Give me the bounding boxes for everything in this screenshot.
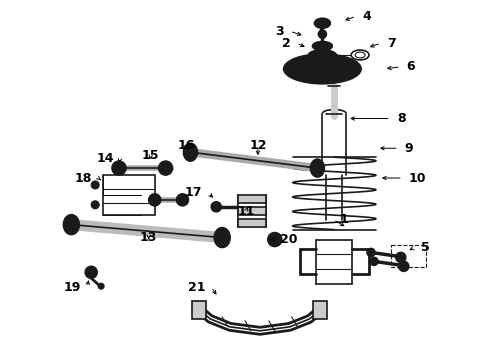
Bar: [391, 246, 426, 267]
Circle shape: [149, 194, 161, 206]
Bar: [238, 195, 266, 203]
Text: 4: 4: [362, 10, 371, 23]
Circle shape: [188, 149, 194, 155]
Bar: [193, 301, 206, 319]
Text: 9: 9: [405, 142, 414, 155]
Text: 20: 20: [280, 233, 297, 246]
Ellipse shape: [293, 59, 352, 79]
Circle shape: [337, 56, 343, 62]
Text: 10: 10: [409, 171, 426, 185]
Text: 17: 17: [185, 186, 202, 199]
Circle shape: [91, 181, 99, 189]
Ellipse shape: [314, 52, 331, 58]
Text: 18: 18: [75, 171, 92, 185]
Circle shape: [347, 64, 353, 70]
Ellipse shape: [218, 233, 226, 243]
Text: 14: 14: [97, 152, 114, 165]
Bar: [238, 219, 266, 227]
Circle shape: [116, 165, 122, 171]
Text: 21: 21: [188, 281, 205, 294]
Text: 19: 19: [64, 281, 81, 294]
Ellipse shape: [187, 147, 194, 157]
Text: 12: 12: [249, 139, 267, 152]
Circle shape: [301, 56, 308, 62]
Bar: [238, 207, 266, 215]
Ellipse shape: [214, 228, 230, 247]
Circle shape: [85, 266, 97, 278]
Circle shape: [367, 248, 375, 256]
Ellipse shape: [68, 220, 75, 230]
Circle shape: [112, 161, 126, 175]
Ellipse shape: [284, 54, 361, 84]
Text: 13: 13: [140, 231, 157, 244]
Ellipse shape: [311, 159, 324, 177]
Ellipse shape: [63, 215, 79, 235]
Circle shape: [91, 201, 99, 209]
Circle shape: [318, 30, 326, 38]
Ellipse shape: [317, 44, 328, 49]
Circle shape: [184, 146, 196, 158]
Text: 5: 5: [420, 241, 429, 254]
Circle shape: [396, 252, 406, 262]
Text: 7: 7: [387, 37, 395, 50]
Circle shape: [399, 261, 409, 271]
Circle shape: [98, 283, 104, 289]
Circle shape: [272, 237, 278, 243]
Circle shape: [268, 233, 282, 247]
Text: 6: 6: [407, 60, 416, 73]
Ellipse shape: [313, 41, 332, 50]
Ellipse shape: [318, 20, 327, 26]
Circle shape: [319, 54, 325, 60]
Text: 2: 2: [282, 37, 291, 50]
Circle shape: [163, 165, 169, 171]
Ellipse shape: [309, 50, 336, 60]
Bar: [314, 301, 327, 319]
Bar: [103, 175, 155, 215]
Circle shape: [292, 64, 297, 70]
Circle shape: [370, 257, 378, 265]
Ellipse shape: [183, 143, 197, 161]
Text: 8: 8: [397, 112, 405, 125]
Circle shape: [211, 202, 221, 212]
Ellipse shape: [314, 163, 321, 173]
Text: 11: 11: [237, 205, 255, 218]
Circle shape: [159, 161, 172, 175]
Text: 1: 1: [339, 213, 348, 226]
Text: 3: 3: [275, 24, 284, 38]
Text: 15: 15: [142, 149, 159, 162]
Circle shape: [176, 194, 189, 206]
Ellipse shape: [315, 18, 330, 28]
Text: 16: 16: [178, 139, 195, 152]
